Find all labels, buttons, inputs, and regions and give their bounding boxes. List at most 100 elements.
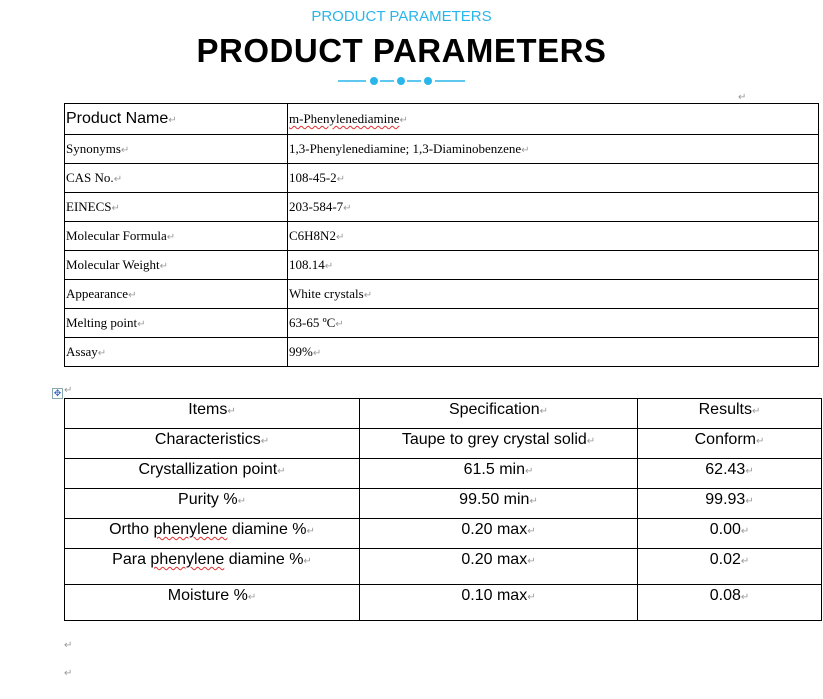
param-label: CAS No. (66, 170, 114, 185)
param-row: Product Name↵ m-Phenylenediamine↵ (64, 103, 819, 135)
param-row: Assay↵ 99%↵ (64, 337, 819, 367)
column-header: Items↵ (64, 398, 360, 429)
paragraph-mark: ↵ (740, 556, 750, 567)
paragraph-mark: ↵ (260, 436, 270, 447)
param-label: Appearance (66, 286, 129, 301)
paragraph-mark: ↵ (740, 526, 750, 537)
spec-cell: 0.02↵ (637, 548, 822, 585)
param-value-cell: 63-65 ºC↵ (287, 308, 819, 338)
paragraph-mark: ↵ (521, 145, 530, 156)
param-label-cell: Product Name↵ (64, 103, 288, 135)
param-label: EINECS (66, 199, 112, 214)
paragraph-mark: ↵ (586, 436, 596, 447)
paragraph-mark: ↵ (312, 348, 322, 359)
product-params-table: Product Name↵ m-Phenylenediamine↵ Synony… (64, 103, 819, 367)
param-label-cell: Melting point↵ (64, 308, 288, 338)
param-value: C6H8N2 (289, 228, 336, 243)
param-value: 203-584-7 (289, 199, 344, 214)
spec-row: Purity %↵ 99.50 min↵ 99.93↵ (64, 488, 822, 519)
spec-row: Characteristics↵ Taupe to grey crystal so… (64, 428, 822, 459)
paragraph-mark: ↵ (159, 261, 169, 272)
paragraph-mark: ↵ (277, 466, 286, 477)
param-value: 63-65 ºC (289, 315, 336, 330)
spec-cell: Para phenylene diamine %↵ (64, 548, 360, 585)
param-row: CAS No.↵ 108-45-2↵ (64, 163, 819, 193)
paragraph-mark: ↵ (64, 385, 73, 396)
paragraph-mark: ↵ (64, 668, 73, 679)
spec-header-row: Items↵ Specification↵ Results↵ (64, 398, 822, 429)
param-label-cell: Molecular Formula↵ (64, 221, 288, 251)
spec-row: Para phenylene diamine %↵ 0.20 max↵ 0.02↵ (64, 548, 822, 585)
paragraph-mark: ↵ (745, 496, 754, 507)
paragraph-mark: ↵ (399, 115, 408, 126)
spec-row: Crystallization point↵ 61.5 min↵ 62.43↵ (64, 458, 822, 489)
paragraph-mark: ↵ (247, 592, 257, 603)
param-row: Melting point↵ 63-65 ºC↵ (64, 308, 819, 338)
paragraph-mark: ↵ (227, 406, 236, 417)
param-value-cell: 108.14↵ (287, 250, 819, 280)
param-value-cell: 108-45-2↵ (287, 163, 819, 193)
spec-table: Items↵ Specification↵ Results↵ Characterist… (64, 398, 822, 621)
spec-cell: 0.20 max↵ (359, 548, 638, 585)
param-value: m-Phenylenediamine (289, 111, 400, 126)
paragraph-mark: ↵ (137, 319, 146, 330)
param-value-cell: White crystals↵ (287, 279, 819, 309)
paragraph-mark: ↵ (324, 261, 334, 272)
page-title: PRODUCT PARAMETERS (196, 32, 607, 69)
param-label: Assay (66, 344, 98, 359)
spec-cell: Moisture %↵ (64, 584, 360, 621)
paragraph-mark: ↵ (128, 290, 137, 301)
paragraph-mark: ↵ (539, 406, 549, 417)
paragraph-mark: ↵ (738, 92, 747, 103)
column-header: Results↵ (637, 398, 822, 429)
paragraph-mark: ↵ (529, 496, 538, 507)
paragraph-mark: ↵ (64, 640, 73, 651)
param-value-cell: C6H8N2↵ (287, 221, 819, 251)
param-row: Molecular Formula↵ C6H8N2↵ (64, 221, 819, 251)
paragraph-mark: ↵ (363, 290, 373, 301)
spec-cell: 99.50 min↵ (359, 488, 638, 519)
spec-cell: Taupe to grey crystal solid↵ (359, 428, 638, 459)
table-move-handle-icon[interactable]: ✥ (52, 388, 63, 399)
spec-cell: 0.10 max↵ (359, 584, 638, 621)
param-value: White crystals (289, 286, 364, 301)
paragraph-mark: ↵ (237, 496, 246, 507)
paragraph-mark: ↵ (168, 115, 177, 126)
param-label: Melting point (66, 315, 138, 330)
spec-cell: Crystallization point↵ (64, 458, 360, 489)
spec-cell: 0.20 max↵ (359, 518, 638, 549)
spec-cell: 62.43↵ (637, 458, 822, 489)
paragraph-mark: ↵ (303, 556, 312, 567)
param-value-cell: 203-584-7↵ (287, 192, 819, 222)
spec-cell: Characteristics↵ (64, 428, 360, 459)
paragraph-mark: ↵ (111, 203, 120, 214)
paragraph-mark: ↵ (97, 348, 107, 359)
paragraph-mark: ↵ (113, 174, 123, 185)
paragraph-mark: ↵ (524, 466, 534, 477)
param-label-cell: Synonyms↵ (64, 134, 288, 164)
paragraph-mark: ↵ (751, 406, 761, 417)
param-row: Appearance↵ White crystals↵ (64, 279, 819, 309)
param-label: Synonyms (66, 141, 121, 156)
spec-cell: Conform↵ (637, 428, 822, 459)
param-row: EINECS↵ 203-584-7↵ (64, 192, 819, 222)
spec-row: Moisture %↵ 0.10 max↵ 0.08↵ (64, 584, 822, 621)
paragraph-mark: ↵ (527, 556, 536, 567)
param-label-cell: CAS No.↵ (64, 163, 288, 193)
paragraph-mark: ↵ (166, 232, 176, 243)
paragraph-mark: ↵ (343, 203, 352, 214)
param-row: Molecular Weight↵ 108.14↵ (64, 250, 819, 280)
paragraph-mark: ↵ (306, 526, 315, 537)
param-label: Molecular Formula (66, 228, 167, 243)
param-value: 108.14 (289, 257, 325, 272)
param-value: 108-45-2 (289, 170, 337, 185)
paragraph-mark: ↵ (336, 174, 346, 185)
paragraph-mark: ↵ (527, 526, 536, 537)
spec-cell: 61.5 min↵ (359, 458, 638, 489)
spec-cell: 0.08↵ (637, 584, 822, 621)
spec-cell: Purity %↵ (64, 488, 360, 519)
paragraph-mark: ↵ (740, 592, 750, 603)
paragraph-mark: ↵ (335, 319, 344, 330)
param-label-cell: Molecular Weight↵ (64, 250, 288, 280)
spec-cell: 0.00↵ (637, 518, 822, 549)
